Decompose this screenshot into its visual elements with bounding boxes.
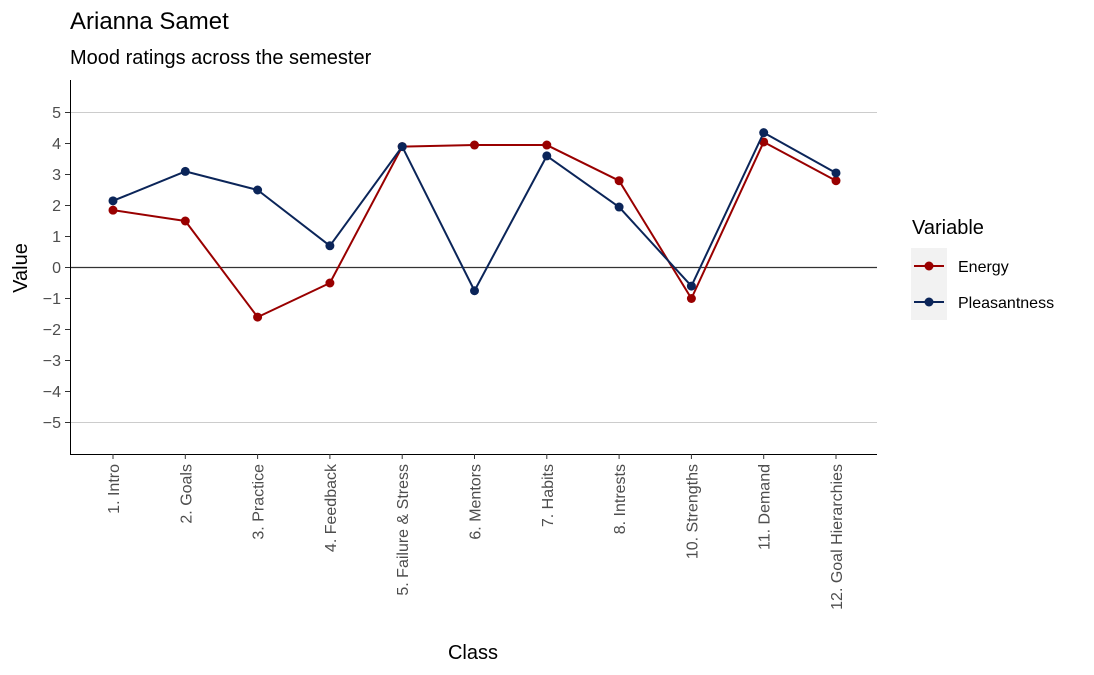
- x-tick-label: 7. Habits: [540, 464, 557, 527]
- y-tick-label: −1: [43, 291, 61, 308]
- chart-title: Arianna Samet: [70, 8, 229, 35]
- series-pleasantness: [108, 128, 841, 296]
- legend-key-point: [924, 297, 934, 307]
- data-point: [686, 294, 696, 303]
- data-point: [108, 205, 118, 215]
- y-tick-label: 2: [52, 198, 61, 215]
- x-tick-label: 3. Practice: [251, 464, 268, 540]
- data-point: [180, 216, 190, 226]
- series-layer: [108, 128, 841, 322]
- data-point: [325, 241, 335, 251]
- legend-label: Pleasantness: [958, 295, 1054, 312]
- data-point: [542, 151, 552, 161]
- data-point: [253, 312, 263, 322]
- data-point: [614, 202, 624, 212]
- data-point: [831, 168, 841, 178]
- x-tick-label: 5. Failure & Stress: [395, 464, 412, 596]
- x-tick-label: 8. Intrests: [612, 464, 629, 534]
- y-tick-label: 1: [52, 229, 61, 246]
- x-tick-label: 6. Mentors: [468, 464, 485, 540]
- x-axis-ticks: 1. Intro 2. Goals 3. Practice 4. Feedback 5.…: [106, 454, 846, 610]
- data-point: [180, 166, 190, 176]
- data-point: [759, 128, 769, 138]
- series-energy: [108, 137, 841, 322]
- legend-item-pleasantness: Pleasantness: [914, 295, 1054, 312]
- x-axis-title: Class: [448, 642, 498, 664]
- y-axis-title: Value: [10, 243, 32, 293]
- data-point: [470, 286, 479, 296]
- legend-key-background: [911, 248, 947, 320]
- data-point: [831, 176, 841, 186]
- x-tick-label: 4. Feedback: [323, 463, 340, 552]
- legend-key-point: [924, 261, 934, 271]
- y-tick-label: 0: [52, 260, 61, 277]
- data-point: [542, 140, 552, 150]
- reference-lines: [70, 112, 877, 423]
- x-tick-label: 11. Demand: [757, 464, 774, 550]
- data-point: [614, 176, 624, 186]
- data-point: [108, 196, 118, 206]
- legend-label: Energy: [958, 259, 1009, 276]
- data-point: [397, 142, 407, 152]
- x-tick-label: 2. Goals: [178, 464, 195, 524]
- data-point: [470, 140, 479, 150]
- y-tick-label: −3: [43, 353, 61, 370]
- x-tick-label: 12. Goal Hierarchies: [829, 464, 846, 610]
- y-tick-label: 3: [52, 167, 61, 184]
- data-point: [325, 278, 335, 288]
- y-tick-label: −2: [43, 322, 61, 339]
- legend-title: Variable: [912, 217, 984, 239]
- y-tick-label: 5: [52, 105, 61, 122]
- x-tick-label: 10. Strengths: [684, 464, 701, 559]
- y-axis-ticks: −5 −4 −3 −2 −1 0 1 2 3 4 5: [43, 105, 70, 432]
- data-point: [686, 281, 696, 291]
- y-tick-label: −5: [43, 415, 61, 432]
- data-point: [253, 185, 263, 195]
- chart-subtitle: Mood ratings across the semester: [70, 47, 372, 69]
- y-tick-label: −4: [43, 384, 61, 401]
- y-tick-label: 4: [52, 136, 61, 153]
- legend: Variable Energy Pleasantness: [911, 217, 1054, 320]
- x-tick-label: 1. Intro: [106, 464, 123, 514]
- legend-item-energy: Energy: [914, 259, 1009, 276]
